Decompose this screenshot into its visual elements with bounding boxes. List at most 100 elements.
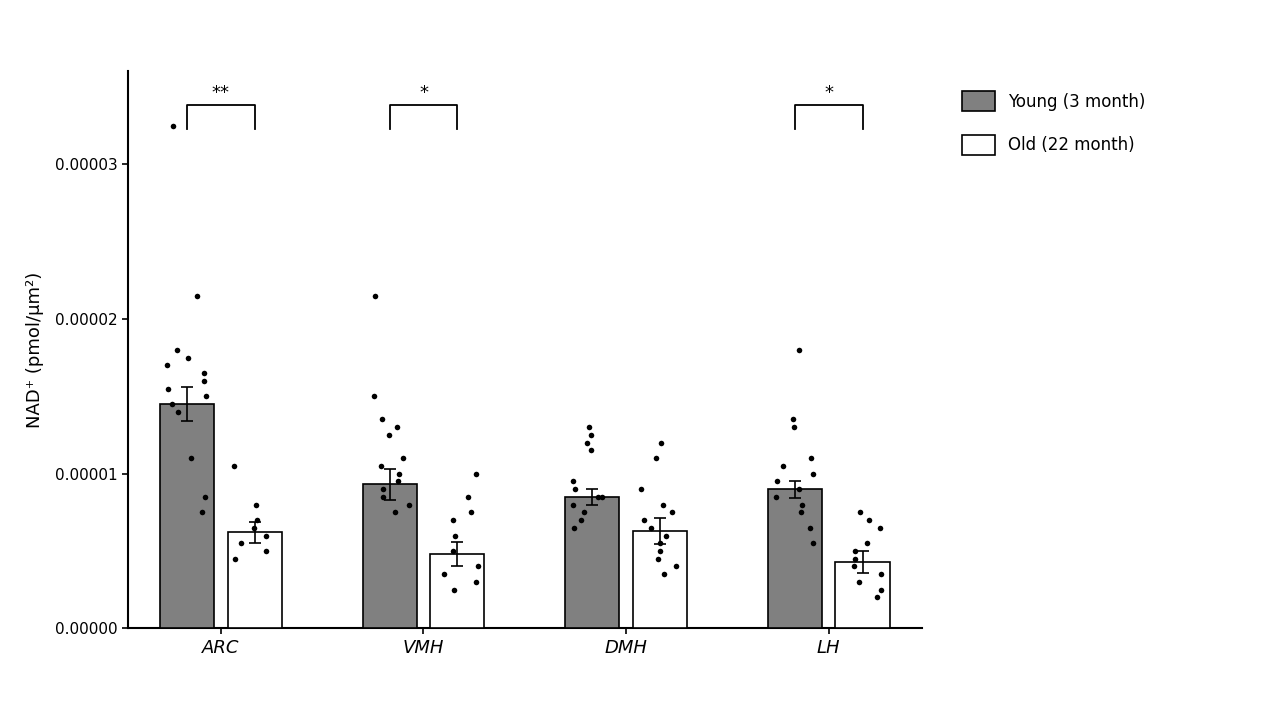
Point — [571, 514, 591, 526]
Point — [178, 352, 198, 363]
Point — [387, 421, 407, 433]
Point — [224, 460, 244, 471]
Point — [195, 491, 215, 503]
Point — [230, 538, 251, 549]
Point — [256, 530, 276, 541]
Point — [246, 499, 266, 511]
Point — [666, 560, 686, 572]
Point — [445, 530, 466, 541]
Point — [196, 391, 216, 402]
Point — [655, 530, 676, 541]
Bar — [768, 489, 822, 628]
Point — [634, 514, 654, 526]
Point — [563, 476, 584, 487]
Point — [444, 584, 465, 595]
Point — [372, 491, 393, 503]
Point — [850, 507, 870, 518]
Point — [765, 491, 786, 503]
Point — [168, 406, 188, 418]
Point — [157, 360, 178, 371]
Text: *: * — [824, 84, 833, 102]
Point — [654, 568, 675, 580]
Point — [870, 584, 891, 595]
Point — [767, 476, 787, 487]
Point — [458, 491, 479, 503]
Point — [466, 468, 486, 479]
Point — [243, 522, 264, 533]
Point — [168, 344, 188, 356]
Point — [858, 538, 878, 549]
Point — [869, 522, 890, 533]
Bar — [632, 531, 687, 628]
Point — [163, 120, 183, 131]
Point — [631, 483, 652, 495]
Point — [193, 375, 214, 386]
Point — [649, 538, 669, 549]
Point — [800, 522, 820, 533]
Point — [443, 545, 463, 557]
Point — [399, 499, 420, 511]
Point — [788, 483, 809, 495]
Point — [225, 553, 246, 564]
Point — [191, 507, 211, 518]
Point — [247, 514, 268, 526]
Point — [648, 553, 668, 564]
Point — [379, 429, 399, 441]
Point — [255, 545, 275, 557]
Point — [581, 445, 602, 456]
Text: *: * — [419, 84, 428, 102]
Point — [384, 507, 404, 518]
Point — [372, 483, 393, 495]
Point — [844, 560, 864, 572]
Point — [389, 468, 410, 479]
Point — [859, 514, 879, 526]
Y-axis label: NAD⁺ (pmol/μm²): NAD⁺ (pmol/μm²) — [26, 272, 44, 428]
Point — [790, 507, 810, 518]
Point — [393, 453, 413, 464]
Bar — [566, 497, 620, 628]
Point — [467, 560, 488, 572]
Point — [466, 576, 486, 588]
Point — [591, 491, 612, 503]
Point — [783, 421, 804, 433]
Point — [579, 421, 599, 433]
Point — [443, 514, 463, 526]
Bar — [362, 484, 417, 628]
Point — [845, 545, 865, 557]
Point — [564, 483, 585, 495]
Point — [187, 290, 207, 301]
Point — [791, 499, 812, 511]
Point — [434, 568, 454, 580]
Point — [872, 568, 892, 580]
Point — [364, 391, 384, 402]
Point — [388, 476, 408, 487]
Bar — [228, 533, 282, 628]
Point — [195, 367, 215, 378]
Point — [371, 460, 392, 471]
Point — [801, 453, 822, 464]
Point — [650, 437, 671, 448]
Point — [773, 460, 794, 471]
Point — [803, 538, 823, 549]
Point — [365, 290, 385, 301]
Point — [163, 398, 183, 410]
Point — [588, 491, 608, 503]
Point — [182, 453, 202, 464]
Point — [653, 499, 673, 511]
Point — [371, 413, 392, 425]
Point — [563, 522, 584, 533]
Point — [845, 553, 865, 564]
Point — [662, 507, 682, 518]
Point — [803, 468, 823, 479]
Point — [581, 429, 602, 441]
Point — [640, 522, 660, 533]
Text: **: ** — [212, 84, 230, 102]
Point — [573, 507, 594, 518]
Point — [867, 592, 887, 603]
Point — [782, 413, 803, 425]
Bar — [430, 554, 484, 628]
Legend: Young (3 month), Old (22 month): Young (3 month), Old (22 month) — [961, 91, 1146, 155]
Point — [849, 576, 869, 588]
Point — [788, 344, 809, 356]
Point — [157, 383, 178, 394]
